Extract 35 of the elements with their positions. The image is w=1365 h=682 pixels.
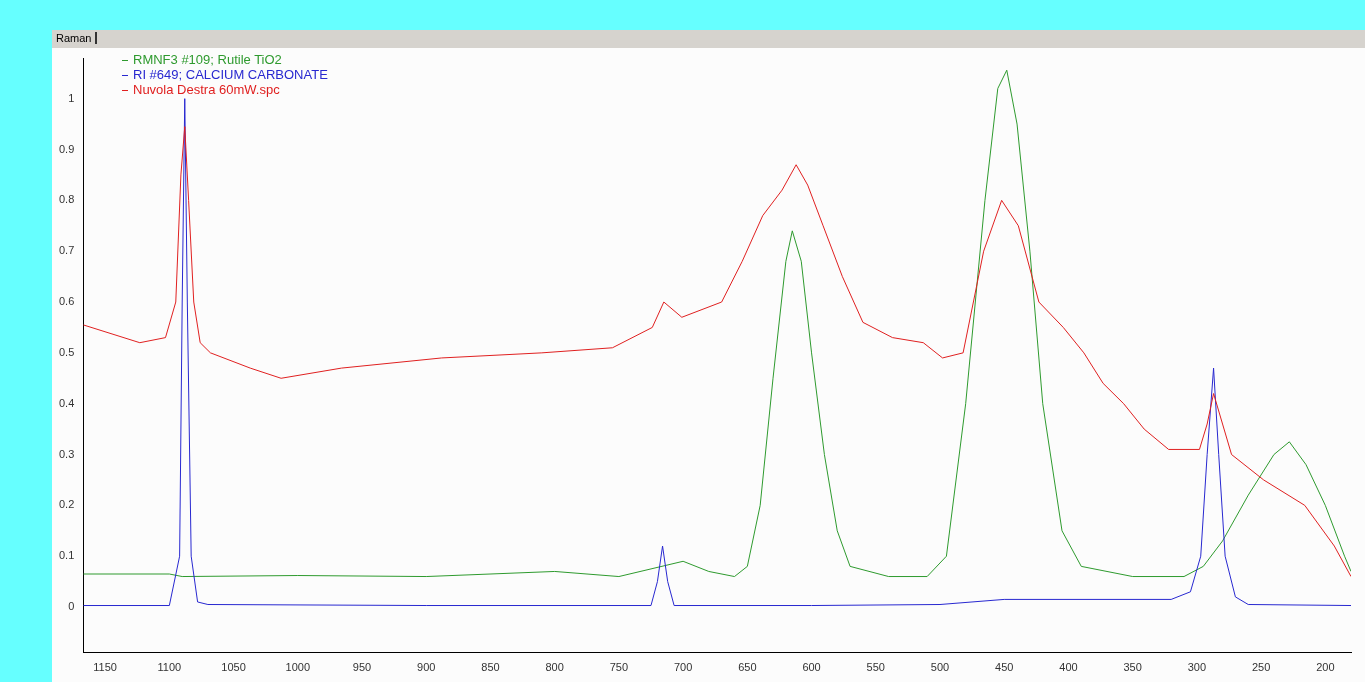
y-tick-label: 1 (68, 91, 75, 104)
x-tick-label: 600 (802, 661, 821, 674)
text: Raman (56, 32, 98, 44)
x-tick-label: 1000 (285, 661, 311, 674)
x-tick-label: 300 (1187, 661, 1207, 674)
y-tick-label: 0.7 (58, 244, 75, 257)
y-tick-label: 0.5 (58, 345, 75, 358)
x-tick-label: 850 (481, 661, 500, 674)
x-tick-label: 400 (1059, 661, 1078, 674)
legend-label: Nuvola Destra 60mW.spc (133, 82, 280, 97)
x-tick-label: 1050 (221, 661, 246, 674)
x-tick-label: 650 (738, 661, 757, 674)
y-tick-label: 0.4 (58, 396, 75, 409)
x-tick-label: 800 (545, 661, 564, 674)
x-tick-label: 550 (866, 661, 885, 674)
x-tick-label: 450 (995, 661, 1014, 674)
y-tick-label: 0 (68, 600, 75, 613)
x-tick-label: 700 (673, 661, 693, 674)
y-tick-label: 0.3 (58, 447, 75, 460)
x-tick-label: 350 (1123, 661, 1142, 674)
y-tick-label: 0.8 (58, 193, 75, 206)
x-tick-label: 750 (609, 661, 629, 674)
y-tick-label: 0.2 (58, 498, 75, 511)
x-tick-label: 1100 (157, 661, 182, 674)
x-tick-label: 900 (417, 661, 436, 674)
y-tick-label: 0.1 (58, 549, 75, 562)
x-tick-label: 500 (930, 661, 950, 674)
x-tick-label: 200 (1316, 661, 1335, 674)
x-tick-label: 1150 (93, 661, 117, 674)
legend-label: RMNF3 #109; Rutile TiO2 (133, 52, 282, 67)
x-tick-label: 250 (1251, 661, 1271, 674)
legend-label: RI #649; CALCIUM CARBONATE (133, 67, 328, 82)
y-tick-label: 0.6 (58, 295, 75, 308)
x-tick-label: 950 (352, 661, 372, 674)
y-tick-label: 0.9 (58, 142, 75, 155)
